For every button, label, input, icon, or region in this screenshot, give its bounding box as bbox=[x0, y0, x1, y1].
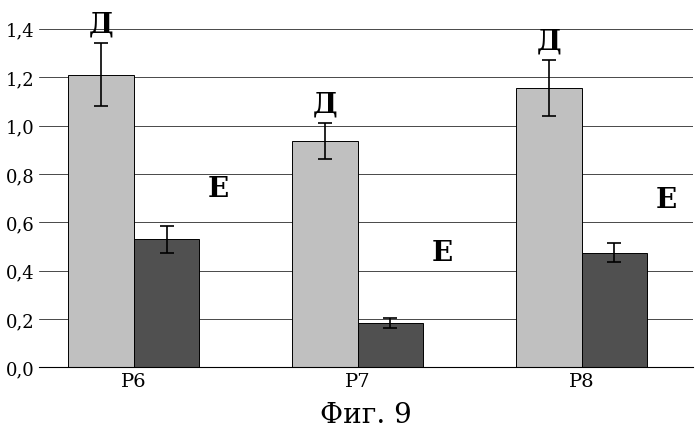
Text: Е: Е bbox=[656, 187, 677, 214]
Text: Д: Д bbox=[312, 91, 338, 118]
X-axis label: Фиг. 9: Фиг. 9 bbox=[320, 401, 412, 428]
Text: Д: Д bbox=[89, 11, 113, 38]
Bar bbox=[358, 323, 423, 368]
Bar bbox=[292, 142, 358, 368]
Text: Е: Е bbox=[432, 239, 453, 266]
Bar bbox=[69, 76, 134, 368]
Bar bbox=[516, 89, 582, 368]
Bar bbox=[134, 240, 199, 368]
Bar bbox=[582, 253, 647, 368]
Text: Д: Д bbox=[537, 28, 561, 55]
Text: Е: Е bbox=[208, 176, 229, 203]
